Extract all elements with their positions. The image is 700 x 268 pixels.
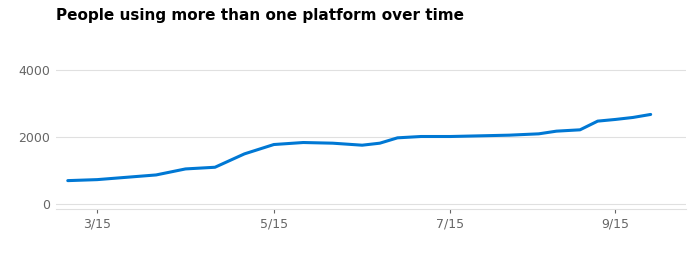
Text: People using more than one platform over time: People using more than one platform over…	[56, 8, 464, 23]
